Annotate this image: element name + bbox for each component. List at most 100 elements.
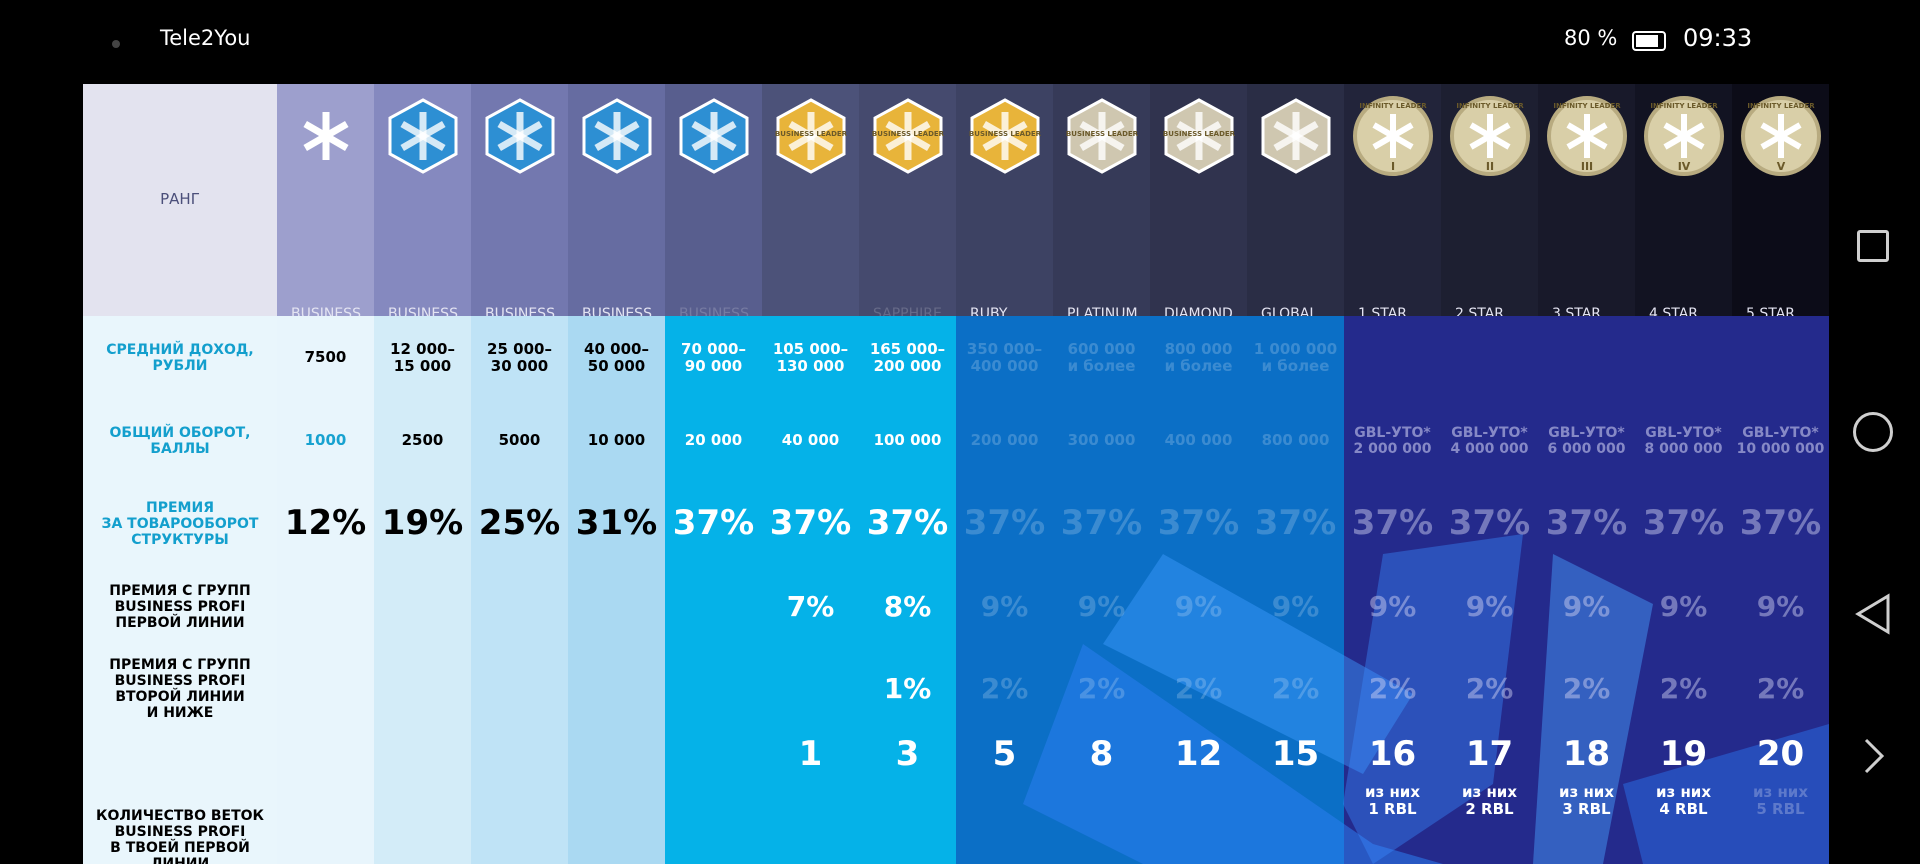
row-label: ПРЕМИЯ ЗА ТОВАРООБОРОТ СТРУКТУРЫ [101,499,259,549]
rank-badge [582,98,652,174]
rank-badge [1261,98,1331,174]
value-note: из них 4 RBL [1656,782,1711,818]
rank-cell: BUSINESS TEAM 5000 [471,84,568,357]
value-cell: 2% [1077,671,1126,705]
value-cell: 25% [478,503,561,544]
value-cell: 19 [1659,734,1708,775]
rank-badge: INFINITY LEADER III [1547,96,1627,176]
value-cell: 31% [575,503,658,544]
home-button[interactable] [1853,412,1893,452]
value-cell: 300 000 [1067,431,1136,450]
value-cell: 350 000– 400 000 [966,339,1043,375]
value-cell: 1000 [304,431,347,450]
rank-badge: INFINITY LEADER IV [1644,96,1724,176]
value-note: из них 2 RBL [1462,782,1517,818]
value-cell: 3 [895,734,920,775]
value-cell: 40 000 [781,431,840,450]
value-cell: 1 000 000 и более [1253,339,1338,375]
rank-badge: INFINITY LEADER V [1741,96,1821,176]
value-cell: GBL-УТО* 2 000 000 [1353,424,1432,457]
row-label: ОБЩИЙ ОБОРОТ, БАЛЛЫ [109,424,251,457]
badge-text: II [1486,160,1494,173]
value-cell: 1% [883,671,932,705]
rank-table: РАНГ BUSINESS TEAM 1000BUSINESS TEAM 250… [83,84,1829,864]
value-cell: 16 [1368,734,1417,775]
rank-badge [679,98,749,174]
row-label: СРЕДНИЙ ДОХОД, РУБЛИ [106,341,254,374]
badge-text: INFINITY LEADER [1553,102,1621,110]
value-cell: 165 000– 200 000 [869,339,946,375]
rank-body [471,316,568,864]
value-cell: 5 [992,734,1017,775]
value-cell: 9% [1077,589,1126,623]
value-cell: 40 000– 50 000 [584,339,649,375]
value-cell: GBL-УТО* 4 000 000 [1450,424,1529,457]
value-cell: 25 000– 30 000 [487,339,552,375]
rank-badge: INFINITY LEADER I [1353,96,1433,176]
value-cell: 9% [1659,589,1708,623]
value-cell: 5000 [498,431,541,450]
badge-text: III [1581,160,1593,173]
value-cell: 400 000 [1164,431,1233,450]
badge-text: INFINITY LEADER [1456,102,1524,110]
back-button[interactable] [1852,592,1896,636]
value-cell: 17 [1465,734,1514,775]
value-cell: 37% [1060,503,1143,544]
value-note: из них 3 RBL [1559,782,1614,818]
value-cell: 2% [1756,671,1805,705]
battery-percent: 80 % [1564,26,1618,50]
value-cell: GBL-УТО* 6 000 000 [1547,424,1626,457]
rank-badge: BUSINESS LEADER [1066,98,1139,174]
value-cell: 37% [866,503,949,544]
value-cell: 20 [1756,734,1805,775]
badge-text: I [1391,160,1395,173]
app-name: Tele2You [160,26,251,50]
rank-body [859,316,956,864]
badge-text: INFINITY LEADER [1359,102,1427,110]
notification-dot [112,40,120,48]
value-cell: 12 000– 15 000 [390,339,455,375]
value-cell: 2% [1368,671,1417,705]
value-cell: 37% [1157,503,1240,544]
rank-cell: GLOBAL BUSINESS LEADER [1247,84,1344,357]
value-cell: 2% [1174,671,1223,705]
value-cell: 37% [769,503,852,544]
value-cell: 9% [980,589,1029,623]
row-label: ПРЕМИЯ С ГРУПП BUSINESS PROFI ВТОРОЙ ЛИН… [109,656,251,722]
rank-body [665,316,762,864]
rank-body [1441,316,1538,864]
recent-apps-button[interactable] [1857,230,1889,262]
rank-body [277,316,374,864]
rank-cell: BUSINESS TEAM 1000 [277,84,374,357]
value-cell: GBL-УТО* 10 000 000 [1736,424,1825,457]
badge-text: V [1777,160,1786,173]
value-cell: 9% [1174,589,1223,623]
value-cell: 70 000– 90 000 [681,339,746,375]
rank-cell: BUSINESS LEADER [762,84,859,316]
value-cell: 2% [1271,671,1320,705]
value-cell: 8% [883,589,932,623]
rank-badge [485,98,555,174]
rank-header: РАНГ [83,84,277,316]
value-cell: 9% [1368,589,1417,623]
value-cell: 2500 [401,431,444,450]
value-cell: 1 [798,734,823,775]
value-cell: 9% [1756,589,1805,623]
value-cell: 37% [1448,503,1531,544]
value-cell: 18 [1562,734,1611,775]
badge-text: IV [1678,160,1691,173]
badge-text: BUSINESS LEADER [775,130,848,138]
battery-icon [1632,31,1666,51]
value-cell: 37% [1642,503,1725,544]
more-button[interactable] [1860,736,1888,776]
value-cell: 37% [963,503,1046,544]
rank-badge: BUSINESS LEADER [969,98,1042,174]
